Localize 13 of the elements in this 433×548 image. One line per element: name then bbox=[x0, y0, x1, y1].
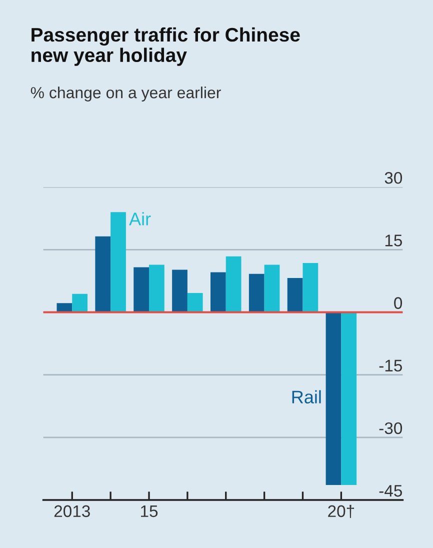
series-label: Air bbox=[129, 212, 151, 226]
chart-title: Passenger traffic for Chinese new year holiday bbox=[32, 27, 300, 66]
x-tick-label: 20† bbox=[328, 504, 354, 518]
y-tick-label: 0 bbox=[394, 297, 402, 309]
chart-subtitle: % change on a year earlier bbox=[30, 86, 221, 102]
y-tick-label: -30 bbox=[379, 422, 402, 434]
y-tick-label: 30 bbox=[384, 172, 402, 184]
y-tick-label: -45 bbox=[379, 485, 402, 497]
x-tick-label: 2013 bbox=[54, 505, 90, 518]
x-tick-label: 15 bbox=[141, 505, 158, 518]
y-tick-label: -15 bbox=[379, 360, 402, 372]
y-tick-label: 15 bbox=[385, 234, 402, 246]
series-label: Rail bbox=[292, 390, 321, 404]
